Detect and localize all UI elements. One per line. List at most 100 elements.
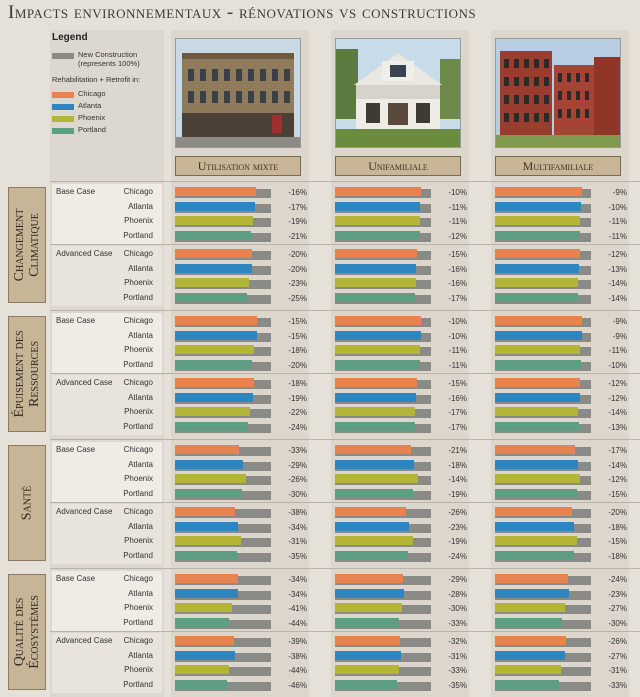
bar-atlanta (495, 263, 579, 273)
value-label: -15% (448, 379, 467, 388)
value-label: -11% (608, 217, 627, 226)
value-label: -16% (448, 393, 467, 403)
bar-chicago (495, 636, 566, 645)
section-label-text: Santé (19, 485, 35, 521)
value-label: -29% (288, 460, 307, 470)
value-label: -44% (288, 618, 307, 628)
bar-portland (335, 679, 398, 689)
value-label: -26% (288, 475, 307, 484)
bar-phoenix (335, 474, 418, 483)
row-label-portland: Portland (123, 617, 153, 627)
bar-portland (175, 488, 243, 498)
value-label: -29% (448, 575, 467, 584)
value-label: -14% (608, 279, 627, 288)
bar-atlanta (175, 201, 255, 211)
row-label-chicago: Chicago (123, 187, 153, 196)
case-label: Base Case (56, 574, 96, 583)
bar-chicago (335, 249, 417, 258)
bar-portland (175, 230, 251, 240)
page-title: Impacts environnementaux - rénovations v… (8, 2, 477, 23)
row-label-atlanta: Atlanta (128, 650, 153, 660)
row-label-portland: Portland (123, 292, 153, 302)
bar-chicago (495, 445, 575, 454)
value-label: -10% (608, 202, 627, 212)
value-label: -12% (608, 393, 627, 403)
section-separator (50, 181, 640, 182)
row-label-atlanta: Atlanta (128, 263, 153, 273)
bar-phoenix (335, 536, 413, 545)
bar-atlanta (335, 392, 416, 402)
case-label: Base Case (56, 445, 96, 454)
value-label: -20% (288, 264, 307, 274)
bar-phoenix (175, 216, 253, 225)
value-label: -14% (608, 293, 627, 303)
value-label: -33% (608, 680, 627, 690)
single-family-house-photo (335, 38, 461, 148)
value-label: -10% (608, 360, 627, 370)
bar-phoenix (175, 665, 229, 674)
bar-phoenix (335, 603, 403, 612)
value-label: -11% (448, 346, 467, 355)
bar-phoenix (335, 278, 416, 287)
value-label: -19% (448, 537, 467, 546)
bar-phoenix (335, 665, 400, 674)
value-label: -46% (288, 680, 307, 690)
bar-portland (495, 488, 577, 498)
bar-atlanta (495, 201, 582, 211)
legend-label-atlanta: Atlanta (78, 101, 102, 110)
bar-chicago (175, 507, 235, 516)
bar-portland (495, 230, 581, 240)
legend-swatch-phoenix (52, 116, 74, 122)
value-label: -27% (608, 651, 627, 661)
value-label: -38% (288, 651, 307, 661)
value-label: -34% (288, 522, 307, 532)
bar-phoenix (335, 216, 421, 225)
legend-item-new-construction: New Construction (represents 100%) (52, 50, 164, 68)
row-label-phoenix: Phoenix (124, 536, 153, 545)
multifamily-building-photo (495, 38, 621, 148)
section-label-text: Qualité des Écosystèmes (12, 595, 42, 669)
legend-label-chicago: Chicago (78, 89, 106, 98)
bar-phoenix (175, 407, 250, 416)
value-label: -19% (288, 393, 307, 403)
bar-atlanta (175, 330, 257, 340)
bar-chicago (335, 507, 406, 516)
value-label: -15% (608, 489, 627, 499)
case-label: Advanced Case (56, 636, 113, 645)
bar-phoenix (175, 536, 242, 545)
bar-chicago (175, 636, 234, 645)
section-label-1: Changement Climatique (8, 187, 46, 303)
value-label: -12% (608, 379, 627, 388)
bar-portland (175, 359, 252, 369)
bar-phoenix (495, 278, 578, 287)
bar-portland (495, 617, 563, 627)
bar-chicago (335, 316, 422, 325)
case-label: Advanced Case (56, 378, 113, 387)
case-background (52, 633, 162, 693)
row-label-chicago: Chicago (123, 636, 153, 645)
value-label: -17% (288, 202, 307, 212)
bar-portland (335, 421, 415, 431)
bar-phoenix (495, 216, 581, 225)
value-label: -16% (288, 188, 307, 197)
case-separator (50, 373, 640, 374)
value-label: -14% (448, 475, 467, 484)
value-label: -11% (448, 360, 467, 370)
bar-portland (335, 230, 420, 240)
bar-portland (335, 617, 400, 627)
bar-atlanta (335, 459, 414, 469)
row-label-portland: Portland (123, 230, 153, 240)
value-label: -15% (288, 331, 307, 341)
case-label: Base Case (56, 187, 96, 196)
bar-phoenix (495, 536, 577, 545)
legend-swatch-portland (52, 128, 74, 134)
value-label: -16% (448, 279, 467, 288)
bar-chicago (335, 378, 417, 387)
value-label: -30% (608, 618, 627, 628)
legend-label-phoenix: Phoenix (78, 113, 106, 122)
bar-atlanta (335, 588, 405, 598)
bar-atlanta (335, 330, 422, 340)
value-label: -22% (288, 408, 307, 417)
value-label: -17% (448, 293, 467, 303)
row-label-chicago: Chicago (123, 249, 153, 258)
